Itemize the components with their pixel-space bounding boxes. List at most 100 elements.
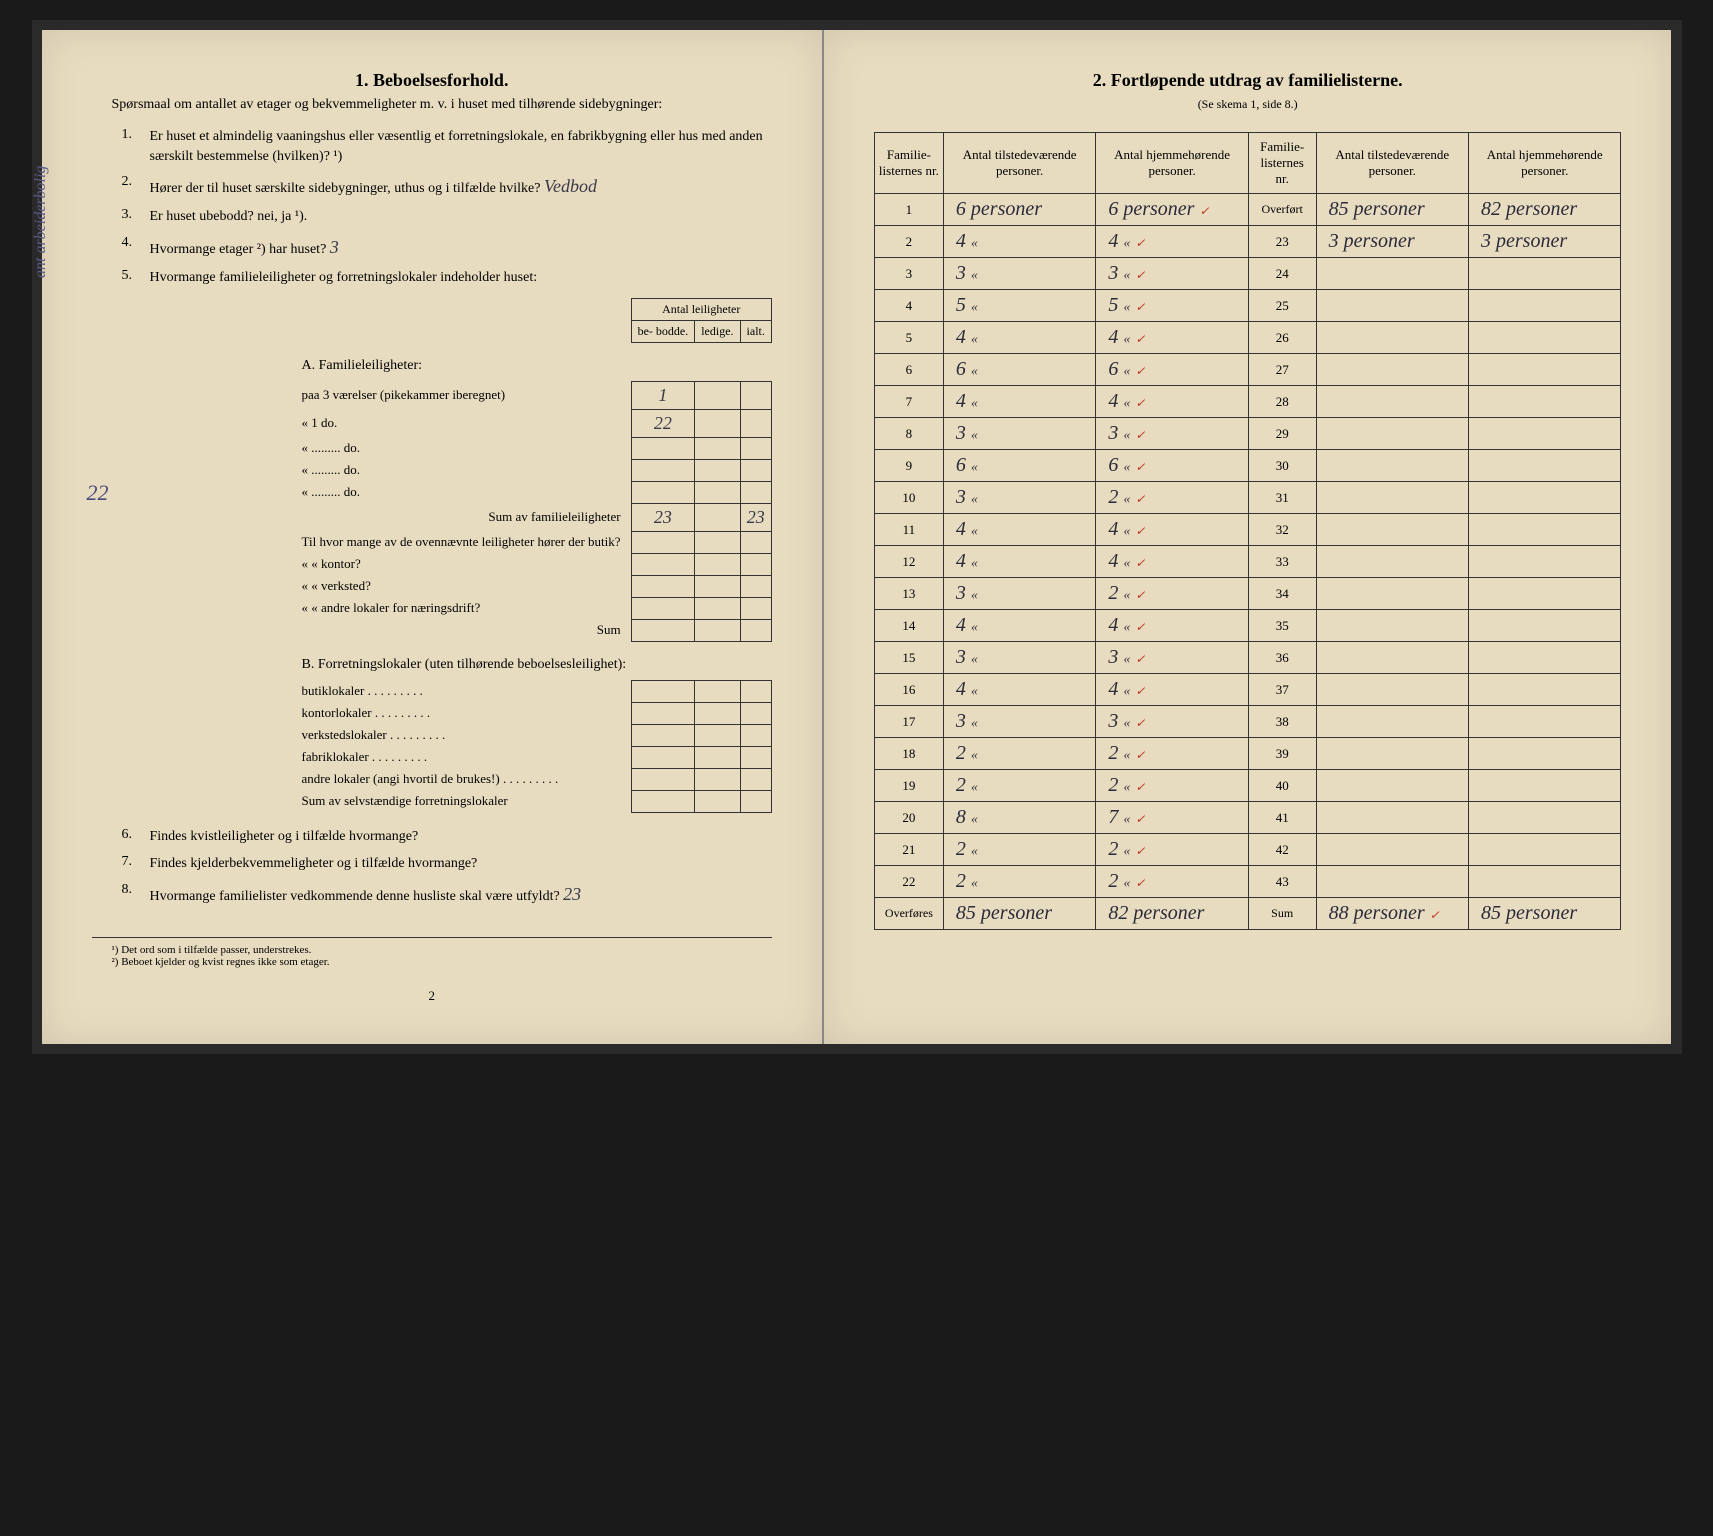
section-a-bebodde xyxy=(631,481,695,503)
question-2: 2. Hører der til huset særskilte sidebyg… xyxy=(122,174,772,199)
q2-answer: Vedbod xyxy=(544,176,597,196)
butik-row: Til hvor mange av de ovennævnte leilighe… xyxy=(296,531,772,553)
row-nr-right: 36 xyxy=(1248,642,1316,674)
section-a-row: « ......... do. xyxy=(296,459,772,481)
sum-a-ialt: 23 xyxy=(740,503,771,531)
row-nr-right: 26 xyxy=(1248,322,1316,354)
section-a-ialt xyxy=(740,459,771,481)
butik-row: « « kontor? xyxy=(296,553,772,575)
row-nr: 9 xyxy=(874,450,943,482)
row-hjem-right xyxy=(1469,258,1621,290)
margin-annotation: ant arbeiderbolig xyxy=(32,166,50,278)
sum-label: Sum xyxy=(296,619,632,641)
section-b-title: B. Forretningslokaler (uten tilhørende b… xyxy=(302,657,762,673)
inner-th-2: ledige. xyxy=(695,320,740,342)
row-til-right xyxy=(1316,802,1468,834)
table-row: 8 3 « 3 « ✓ 29 xyxy=(874,418,1621,450)
row-nr: 21 xyxy=(874,834,943,866)
q1-text: Er huset et almindelig vaaningshus eller… xyxy=(150,127,772,166)
q1-num: 1. xyxy=(122,127,150,166)
row-nr-right: 25 xyxy=(1248,290,1316,322)
section-a-row: « 1 do. 22 xyxy=(296,409,772,437)
table-row: 18 2 « 2 « ✓ 39 xyxy=(874,738,1621,770)
section-a-label: « ......... do. xyxy=(296,459,632,481)
table-row: 22 2 « 2 « ✓ 43 xyxy=(874,866,1621,898)
right-title: 2. Fortløpende utdrag av familielisterne… xyxy=(874,70,1622,91)
row-til: 6 « xyxy=(943,450,1095,482)
table-row: 16 4 « 4 « ✓ 37 xyxy=(874,674,1621,706)
row-hjem-right xyxy=(1469,290,1621,322)
row-nr: 19 xyxy=(874,770,943,802)
butik-label: Til hvor mange av de ovennævnte leilighe… xyxy=(296,531,632,553)
row-til: 3 « xyxy=(943,642,1095,674)
butik-row: « « andre lokaler for næringsdrift? xyxy=(296,597,772,619)
left-page: ant arbeiderbolig 22 1. Beboelsesforhold… xyxy=(42,30,824,1044)
row-hjem-right xyxy=(1469,770,1621,802)
section-a-ledige xyxy=(695,409,740,437)
intro-text: Spørsmaal om antallet av etager og bekve… xyxy=(92,97,772,113)
row-til: 2 « xyxy=(943,738,1095,770)
row-til-right xyxy=(1316,770,1468,802)
row-nr-right: 33 xyxy=(1248,546,1316,578)
row-til: 4 « xyxy=(943,610,1095,642)
row-til-right xyxy=(1316,706,1468,738)
row-nr-right: 37 xyxy=(1248,674,1316,706)
row-nr-right: 30 xyxy=(1248,450,1316,482)
q8-answer: 23 xyxy=(563,884,581,904)
q3-num: 3. xyxy=(122,207,150,227)
butik-label: « « andre lokaler for næringsdrift? xyxy=(296,597,632,619)
sum-hjem: 85 personer xyxy=(1469,898,1621,930)
row-til: 6 « xyxy=(943,354,1095,386)
row-nr-right: 31 xyxy=(1248,482,1316,514)
sum-a-label: Sum av familieleiligheter xyxy=(296,503,632,531)
hdr-c6: Antal hjemmehørende personer. xyxy=(1469,133,1621,194)
row-nr-right: 32 xyxy=(1248,514,1316,546)
right-page: 2. Fortløpende utdrag av familielisterne… xyxy=(824,30,1672,1044)
row-hjem-right xyxy=(1469,834,1621,866)
row-til-right xyxy=(1316,322,1468,354)
row-nr-right: 23 xyxy=(1248,226,1316,258)
table-row: 1 6 personer 6 personer ✓ Overført 85 pe… xyxy=(874,194,1621,226)
footnotes: ¹) Det ord som i tilfælde passer, unders… xyxy=(92,937,772,968)
row-til: 3 « xyxy=(943,258,1095,290)
table-footer-row: Overføres 85 personer 82 personer Sum 88… xyxy=(874,898,1621,930)
row-hjem: 4 « ✓ xyxy=(1096,514,1248,546)
row-nr: 14 xyxy=(874,610,943,642)
sum-til: 88 personer ✓ xyxy=(1316,898,1468,930)
overfort-hjem: 82 personer xyxy=(1469,194,1621,226)
table-row: 21 2 « 2 « ✓ 42 xyxy=(874,834,1621,866)
section-a-bebodde xyxy=(631,459,695,481)
butik-label: « « kontor? xyxy=(296,553,632,575)
question-3: 3. Er huset ubebodd? nei, ja ¹). xyxy=(122,207,772,227)
row-til-right xyxy=(1316,482,1468,514)
row-nr: 6 xyxy=(874,354,943,386)
row-hjem: 2 « ✓ xyxy=(1096,866,1248,898)
row-til: 6 personer xyxy=(943,194,1095,226)
row-hjem: 3 « ✓ xyxy=(1096,258,1248,290)
question-6: 6. Findes kvistleiligheter og i tilfælde… xyxy=(122,827,772,847)
section-a-row: « ......... do. xyxy=(296,481,772,503)
q2-text: Hører der til huset særskilte sidebygnin… xyxy=(150,174,772,199)
row-hjem: 6 personer ✓ xyxy=(1096,194,1248,226)
row-hjem: 3 « ✓ xyxy=(1096,642,1248,674)
row-til: 8 « xyxy=(943,802,1095,834)
section-b-row: verkstedslokaler . . . . . . . . . xyxy=(296,724,772,746)
row-hjem: 4 « ✓ xyxy=(1096,610,1248,642)
section-a-row: « ......... do. xyxy=(296,437,772,459)
row-hjem-right xyxy=(1469,674,1621,706)
row-hjem-right xyxy=(1469,418,1621,450)
row-hjem-right xyxy=(1469,802,1621,834)
table-row: 19 2 « 2 « ✓ 40 xyxy=(874,770,1621,802)
section-a-ledige xyxy=(695,381,740,409)
hdr-c5: Antal tilstedeværende personer. xyxy=(1316,133,1468,194)
row-hjem: 4 « ✓ xyxy=(1096,386,1248,418)
q3-text: Er huset ubebodd? nei, ja ¹). xyxy=(150,207,772,227)
row-hjem: 3 « ✓ xyxy=(1096,706,1248,738)
q8-text: Hvormange familielister vedkommende denn… xyxy=(150,882,772,907)
row-nr-right: 42 xyxy=(1248,834,1316,866)
book-spread: ant arbeiderbolig 22 1. Beboelsesforhold… xyxy=(32,20,1682,1054)
row-nr: 5 xyxy=(874,322,943,354)
row-til: 4 « xyxy=(943,226,1095,258)
section-a-ialt xyxy=(740,381,771,409)
footnote-1: ¹) Det ord som i tilfælde passer, unders… xyxy=(112,944,772,956)
